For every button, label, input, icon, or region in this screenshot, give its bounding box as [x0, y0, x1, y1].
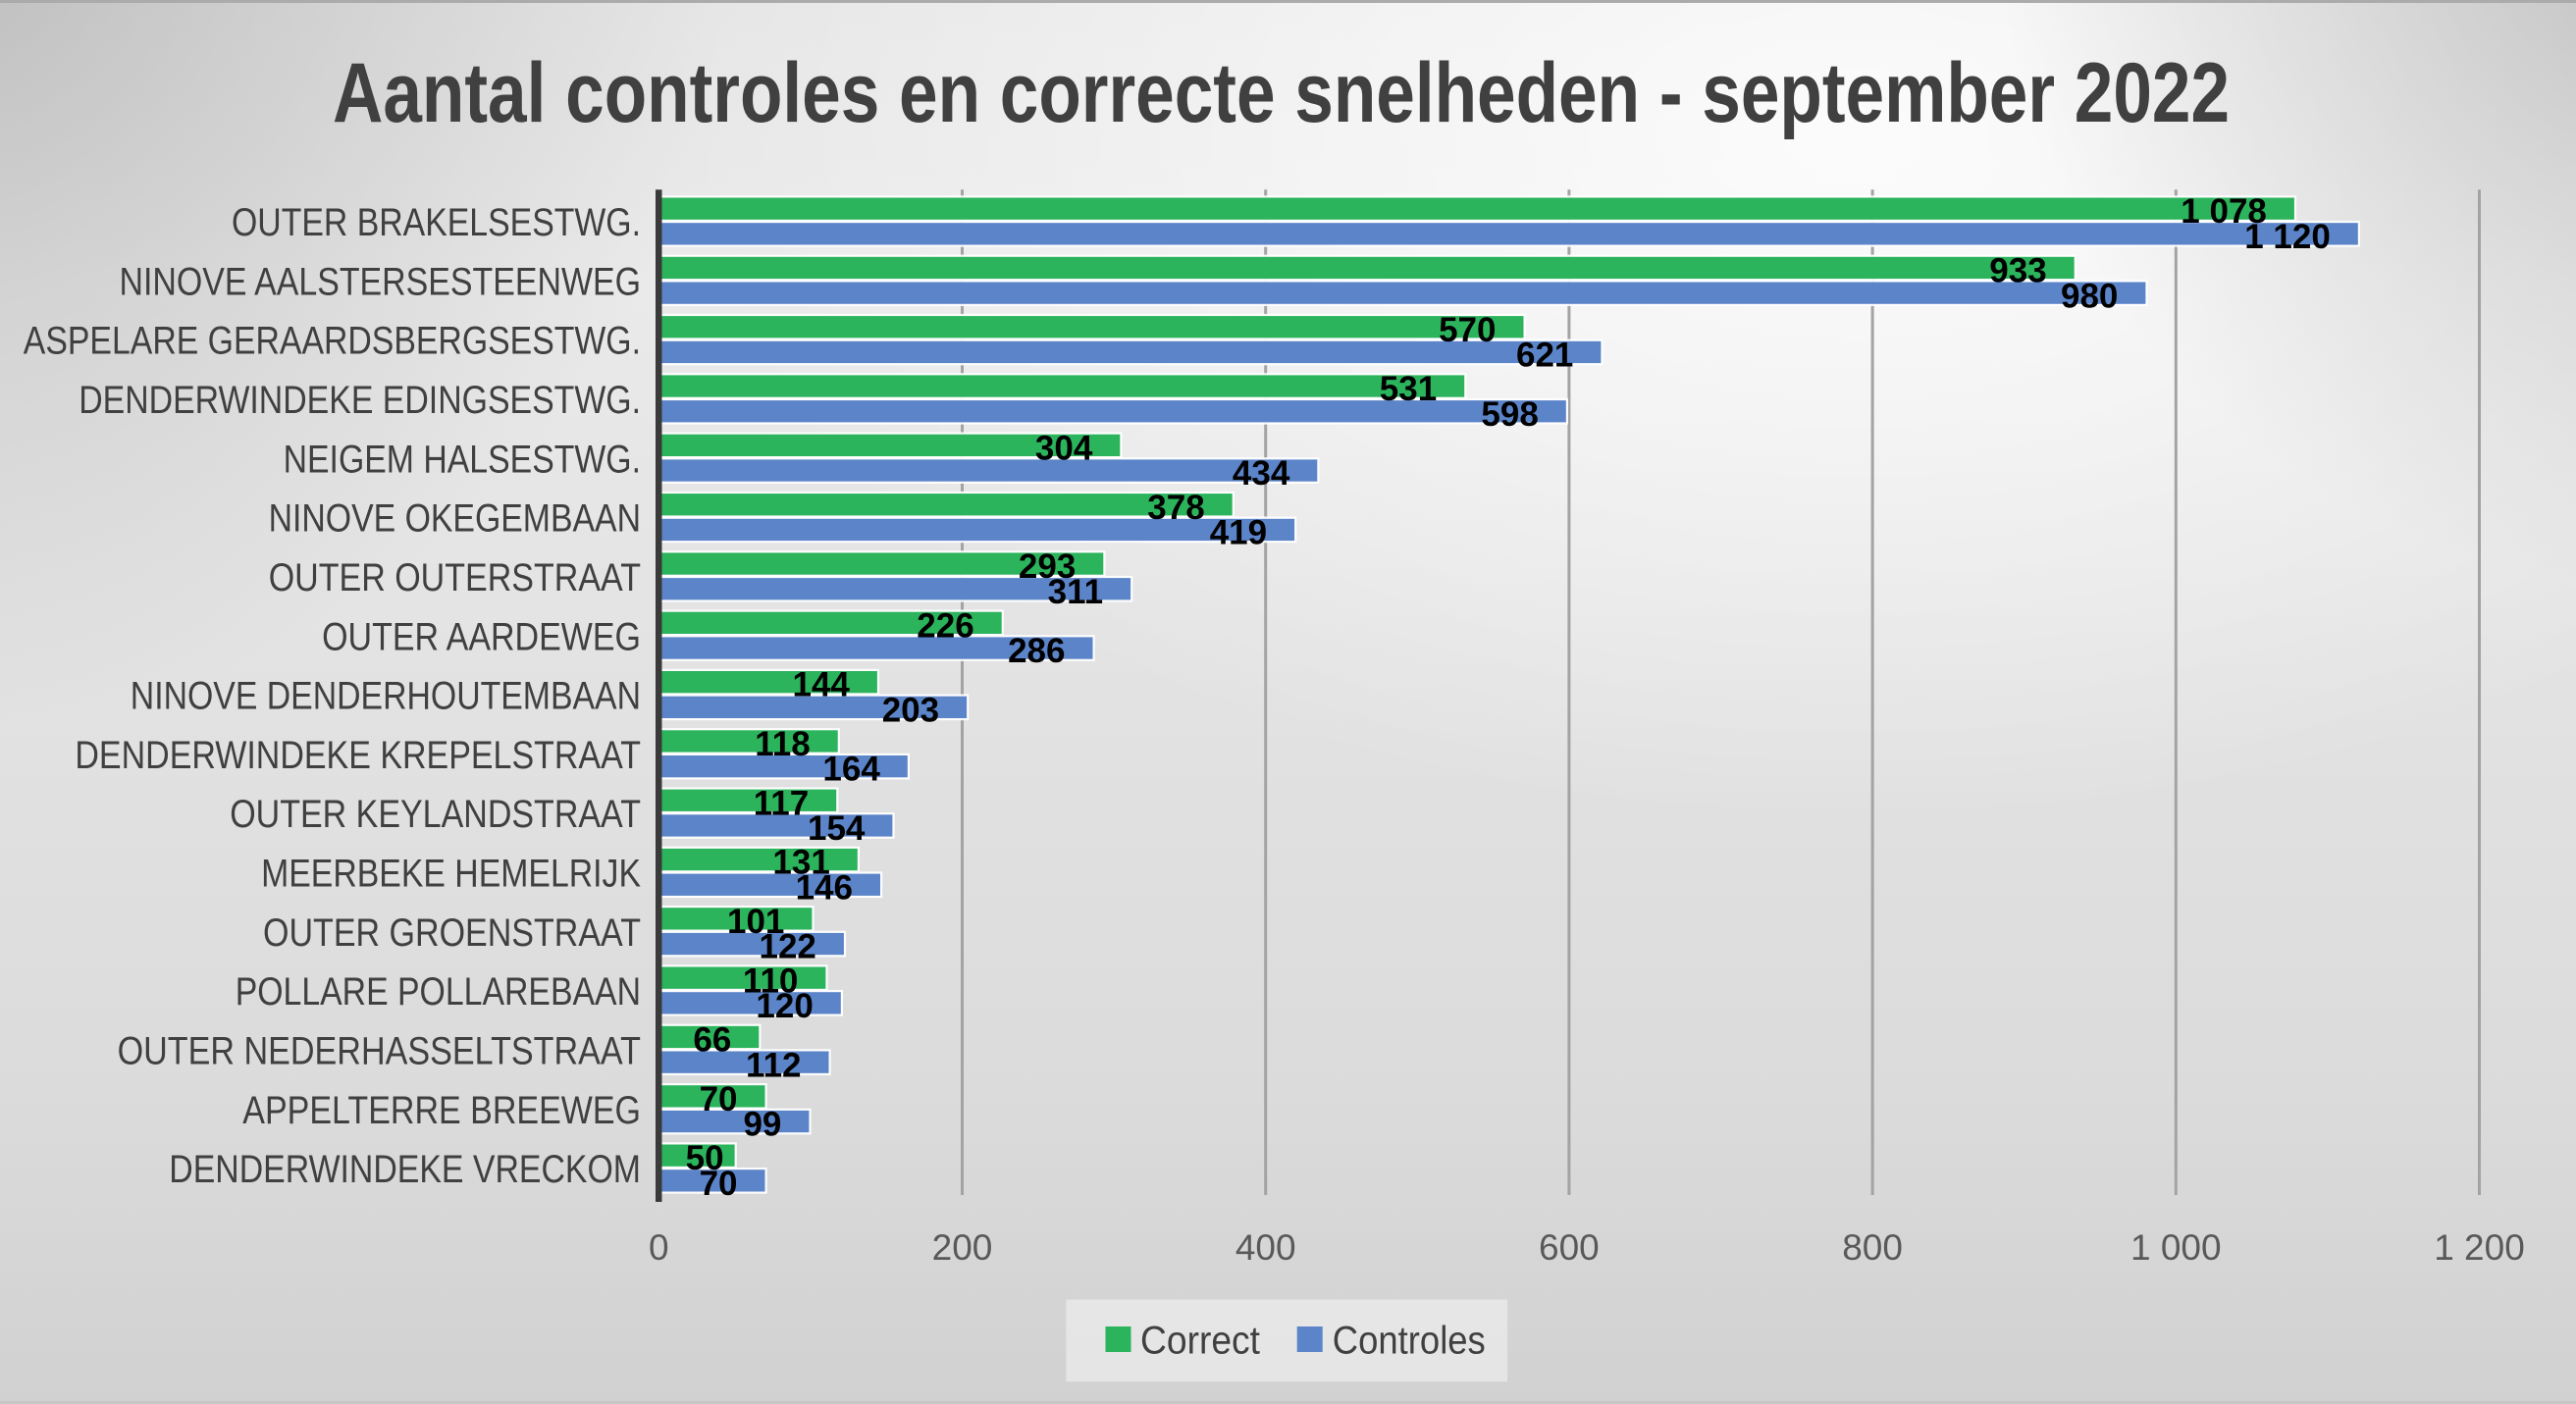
svg-text:146: 146: [796, 868, 853, 907]
svg-text:203: 203: [882, 691, 939, 729]
svg-text:0: 0: [649, 1227, 669, 1268]
svg-text:400: 400: [1235, 1227, 1296, 1268]
svg-text:1 200: 1 200: [2434, 1227, 2525, 1268]
svg-text:DENDERWINDEKE EDINGSESTWG.: DENDERWINDEKE EDINGSESTWG.: [79, 379, 641, 422]
svg-text:570: 570: [1439, 311, 1496, 349]
svg-text:70: 70: [700, 1080, 738, 1118]
svg-text:531: 531: [1380, 370, 1437, 408]
svg-text:154: 154: [808, 809, 866, 848]
svg-text:1 120: 1 120: [2244, 218, 2331, 256]
svg-text:OUTER KEYLANDSTRAAT: OUTER KEYLANDSTRAAT: [230, 793, 641, 836]
svg-text:226: 226: [917, 606, 973, 645]
svg-text:131: 131: [772, 844, 829, 882]
svg-text:621: 621: [1516, 337, 1573, 375]
svg-text:122: 122: [759, 928, 815, 966]
svg-text:293: 293: [1019, 547, 1076, 586]
svg-text:66: 66: [693, 1021, 731, 1060]
svg-text:NINOVE DENDERHOUTEMBAAN: NINOVE DENDERHOUTEMBAAN: [131, 675, 641, 718]
svg-text:120: 120: [756, 987, 813, 1025]
svg-text:OUTER NEDERHASSELTSTRAAT: OUTER NEDERHASSELTSTRAAT: [118, 1029, 641, 1072]
svg-text:DENDERWINDEKE KREPELSTRAAT: DENDERWINDEKE KREPELSTRAAT: [75, 734, 641, 777]
svg-text:99: 99: [743, 1106, 781, 1144]
svg-text:311: 311: [1048, 573, 1103, 611]
svg-text:110: 110: [743, 962, 798, 1000]
svg-text:434: 434: [1233, 454, 1290, 493]
svg-text:144: 144: [792, 666, 850, 704]
svg-text:NINOVE OKEGEMBAAN: NINOVE OKEGEMBAAN: [269, 497, 641, 541]
svg-text:101: 101: [727, 903, 784, 941]
svg-text:DENDERWINDEKE VRECKOM: DENDERWINDEKE VRECKOM: [169, 1148, 641, 1191]
svg-text:NEIGEM HALSESTWG.: NEIGEM HALSESTWG.: [284, 438, 641, 481]
svg-text:1 078: 1 078: [2181, 192, 2267, 231]
svg-text:117: 117: [754, 784, 809, 822]
svg-text:933: 933: [1989, 252, 2046, 290]
svg-text:OUTER BRAKELSESTWG.: OUTER BRAKELSESTWG.: [232, 201, 641, 244]
svg-text:419: 419: [1210, 514, 1267, 552]
svg-text:Aantal controles en correcte s: Aantal controles en correcte snelheden -…: [333, 46, 2230, 140]
svg-text:164: 164: [822, 751, 880, 789]
svg-text:800: 800: [1842, 1227, 1903, 1268]
svg-text:1 000: 1 000: [2130, 1227, 2222, 1268]
svg-text:112: 112: [746, 1046, 801, 1084]
svg-text:Correct: Correct: [1140, 1320, 1260, 1363]
svg-text:70: 70: [700, 1165, 738, 1203]
svg-text:POLLARE POLLAREBAAN: POLLARE POLLAREBAAN: [236, 970, 641, 1014]
svg-text:286: 286: [1008, 632, 1065, 670]
svg-text:118: 118: [755, 725, 810, 763]
svg-text:980: 980: [2061, 277, 2118, 315]
svg-text:OUTER OUTERSTRAAT: OUTER OUTERSTRAAT: [269, 556, 641, 599]
svg-text:ASPELARE GERAARDSBERGSESTWG.: ASPELARE GERAARDSBERGSESTWG.: [24, 320, 641, 363]
svg-text:APPELTERRE BREEWEG: APPELTERRE BREEWEG: [242, 1089, 641, 1132]
svg-text:200: 200: [932, 1227, 993, 1268]
svg-text:600: 600: [1539, 1227, 1600, 1268]
svg-text:598: 598: [1481, 395, 1538, 434]
svg-text:OUTER AARDEWEG: OUTER AARDEWEG: [322, 615, 641, 658]
svg-text:304: 304: [1035, 430, 1093, 468]
svg-text:NINOVE AALSTERSESTEENWEG: NINOVE AALSTERSESTEENWEG: [120, 260, 642, 303]
svg-text:Controles: Controles: [1333, 1320, 1486, 1363]
svg-text:MEERBEKE HEMELRIJK: MEERBEKE HEMELRIJK: [261, 853, 641, 896]
svg-text:378: 378: [1147, 489, 1204, 527]
svg-text:OUTER GROENSTRAAT: OUTER GROENSTRAAT: [263, 911, 641, 955]
svg-text:50: 50: [686, 1139, 724, 1177]
